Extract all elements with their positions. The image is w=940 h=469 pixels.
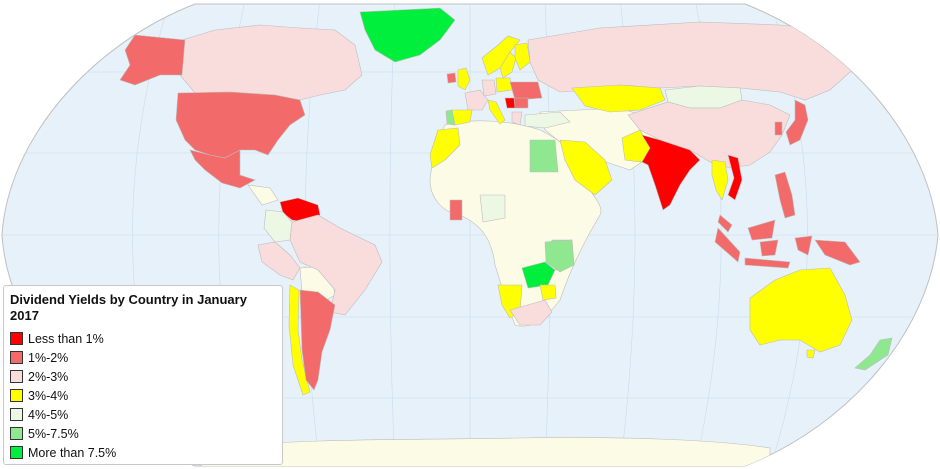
legend-items: Less than 1% 1%-2% 2%-3% 3%-4% 4%-5% 5%-… — [10, 329, 276, 462]
poland[interactable]: Poland — [495, 77, 513, 93]
legend-swatch-more-than-7-5 — [10, 446, 23, 459]
ghana[interactable]: Ghana — [449, 199, 463, 221]
argentina[interactable]: Argentina — [299, 289, 336, 391]
zimbabwe[interactable]: Zimbabwe — [539, 284, 557, 301]
morocco[interactable]: Morocco — [429, 127, 461, 169]
indonesia[interactable]: Indonesia — [714, 227, 813, 269]
legend-label-3-4: 3%-4% — [28, 388, 69, 403]
nigeria[interactable]: Nigeria — [479, 194, 506, 223]
ukraine[interactable]: Ukraine — [509, 81, 543, 101]
legend-item-less-than-1[interactable]: Less than 1% — [10, 329, 276, 348]
japan[interactable]: Japan — [785, 99, 809, 146]
united-kingdom[interactable]: United Kingdom — [457, 67, 471, 91]
papua-new-guinea[interactable]: Papua New Guinea — [814, 239, 861, 266]
tanzania[interactable]: Tanzania — [544, 239, 575, 273]
tasmania[interactable]: Australia — [806, 349, 816, 359]
new-zealand[interactable]: New Zealand — [854, 337, 893, 371]
alaska[interactable]: Alaska (United States) — [119, 34, 186, 86]
legend-swatch-2-3 — [10, 370, 23, 383]
canada[interactable]: Canada — [179, 24, 363, 101]
legend-item-5-7-5[interactable]: 5%-7.5% — [10, 424, 276, 443]
greenland[interactable]: Greenland — [359, 7, 456, 63]
legend-item-1-2[interactable]: 1%-2% — [10, 348, 276, 367]
greece[interactable]: Greece — [511, 111, 523, 126]
romania[interactable]: Romania — [513, 97, 529, 109]
legend-swatch-4-5 — [10, 408, 23, 421]
central-america-no-data[interactable] — [247, 184, 279, 206]
turkey[interactable]: Turkey — [524, 111, 571, 129]
italy[interactable]: Italy — [487, 99, 506, 125]
legend-label-more-than-7-5: More than 7.5% — [28, 445, 117, 460]
malaysia[interactable]: Malaysia — [717, 214, 776, 241]
legend-swatch-less-than-1 — [10, 332, 23, 345]
chile[interactable]: Chile — [288, 284, 311, 396]
serbia[interactable]: Serbia — [504, 97, 516, 109]
india[interactable]: India — [641, 134, 701, 211]
thailand[interactable]: Thailand — [711, 159, 729, 201]
legend-swatch-3-4 — [10, 389, 23, 402]
legend-item-3-4[interactable]: 3%-4% — [10, 386, 276, 405]
legend-item-4-5[interactable]: 4%-5% — [10, 405, 276, 424]
egypt[interactable]: Egypt — [529, 139, 559, 173]
sweden[interactable]: Sweden — [499, 51, 517, 79]
france[interactable]: France — [464, 89, 489, 111]
legend-item-more-than-7-5[interactable]: More than 7.5% — [10, 443, 276, 462]
brazil[interactable]: Brazil — [289, 214, 383, 316]
mexico[interactable]: Mexico — [189, 149, 256, 189]
peru[interactable]: Peru — [257, 241, 301, 281]
germany[interactable]: Germany — [481, 79, 497, 97]
ireland[interactable]: Ireland — [446, 72, 457, 84]
legend-label-4-5: 4%-5% — [28, 407, 69, 422]
map-legend: Dividend Yields by Country in January 20… — [3, 285, 283, 465]
finland[interactable]: Finland — [514, 42, 531, 71]
philippines[interactable]: Philippines — [774, 171, 796, 219]
legend-swatch-1-2 — [10, 351, 23, 364]
australia[interactable]: Australia — [749, 267, 853, 353]
kazakhstan[interactable]: Kazakhstan — [571, 84, 666, 113]
legend-label-2-3: 2%-3% — [28, 369, 69, 384]
portugal[interactable]: Portugal — [445, 109, 456, 126]
legend-item-2-3[interactable]: 2%-3% — [10, 367, 276, 386]
saudi-arabia[interactable]: Saudi Arabia — [559, 139, 613, 196]
united-states[interactable]: United States — [175, 91, 306, 159]
legend-label-1-2: 1%-2% — [28, 350, 69, 365]
zambia[interactable]: Zambia — [521, 261, 556, 289]
south-korea[interactable]: South Korea — [774, 121, 783, 136]
legend-label-less-than-1: Less than 1% — [28, 331, 104, 346]
legend-title: Dividend Yields by Country in January 20… — [10, 292, 247, 323]
south-africa[interactable]: South Africa — [509, 299, 553, 326]
vietnam[interactable]: Vietnam — [727, 154, 743, 201]
legend-label-5-7-5: 5%-7.5% — [28, 426, 79, 441]
antarctica[interactable] — [199, 437, 771, 469]
legend-swatch-5-7-5 — [10, 427, 23, 440]
